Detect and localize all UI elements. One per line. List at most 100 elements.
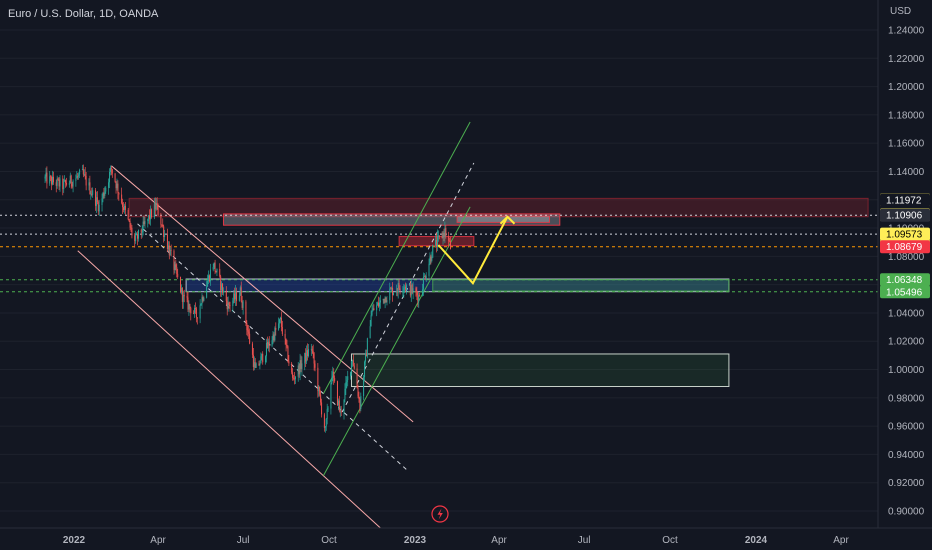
candle	[131, 224, 133, 239]
candle	[372, 302, 374, 312]
y-tick-label: 0.90000	[888, 507, 925, 518]
candle	[352, 354, 354, 367]
candle	[109, 168, 111, 189]
y-tick-label: 1.08000	[888, 252, 925, 263]
candle	[216, 268, 218, 277]
y-tick-label: 1.20000	[888, 82, 925, 93]
candle	[417, 290, 419, 308]
candle	[115, 180, 117, 194]
candle	[397, 280, 399, 299]
candle	[271, 336, 273, 348]
candle	[123, 203, 125, 214]
candle	[360, 392, 362, 412]
candle	[182, 290, 184, 309]
upper-supply-zone[interactable]	[128, 197, 869, 218]
candle	[333, 368, 335, 385]
candle	[449, 237, 451, 243]
candle	[431, 251, 433, 263]
down-channel-lower[interactable]	[77, 250, 381, 529]
candle	[221, 281, 223, 298]
candle	[429, 252, 431, 266]
candle	[423, 273, 425, 278]
candle	[194, 302, 196, 314]
candle	[383, 298, 385, 304]
candle	[70, 174, 72, 189]
candle	[306, 345, 308, 364]
candle	[398, 279, 400, 291]
candle	[279, 318, 281, 329]
candle	[369, 320, 371, 339]
candle	[58, 177, 60, 191]
candle	[155, 197, 157, 211]
candle	[253, 356, 255, 371]
candle	[327, 406, 329, 412]
lightning-icon[interactable]	[431, 505, 449, 523]
candle	[430, 254, 432, 265]
lower-green-zone[interactable]	[350, 353, 730, 388]
candle	[52, 171, 54, 185]
candle	[187, 291, 189, 313]
candle	[78, 172, 80, 180]
candle	[422, 272, 424, 296]
currency-label: USD	[890, 6, 911, 17]
candle	[160, 212, 162, 229]
time-axis[interactable]: 2022 Apr Jul Oct 2023 Apr Jul Oct 2024 Apr	[63, 535, 850, 546]
candle	[286, 339, 288, 349]
candle	[55, 179, 57, 193]
y-tick-label: 1.02000	[888, 337, 925, 348]
candle	[225, 286, 227, 305]
y-tick-label: 1.16000	[888, 139, 925, 150]
candle	[50, 174, 52, 182]
candle	[208, 274, 210, 283]
candle	[378, 296, 380, 308]
supply-box-gray[interactable]	[222, 213, 561, 226]
y-tick-label: 0.96000	[888, 422, 925, 433]
green-demand-zone[interactable]	[432, 279, 730, 292]
candle	[136, 232, 138, 236]
y-tick-label: 1.22000	[888, 54, 925, 65]
candle	[292, 368, 294, 381]
candle	[325, 418, 327, 431]
down-channel-upper[interactable]	[111, 165, 414, 423]
candle	[219, 263, 221, 278]
up-channel-mid[interactable]	[341, 162, 475, 413]
candle	[235, 285, 237, 306]
supply-box-inner[interactable]	[456, 215, 551, 223]
projection-arrow[interactable]	[437, 216, 509, 285]
candle	[258, 360, 260, 366]
candle	[203, 296, 205, 302]
projection	[437, 215, 516, 285]
candle	[364, 360, 366, 382]
candle	[288, 355, 290, 367]
candle	[96, 191, 98, 205]
candle	[71, 181, 73, 189]
candle	[183, 289, 185, 303]
up-channel-upper[interactable]	[323, 121, 471, 394]
candle	[359, 397, 361, 414]
candle	[124, 202, 126, 215]
candle	[76, 171, 78, 179]
candle	[52, 170, 54, 186]
candle	[195, 306, 197, 323]
candle	[109, 165, 111, 176]
candle	[72, 179, 74, 193]
candle	[350, 371, 352, 380]
candle	[260, 352, 262, 364]
candle	[370, 310, 372, 327]
price-badge: 1.06348	[880, 273, 930, 287]
candle	[247, 324, 249, 337]
candle	[437, 230, 439, 242]
down-channel-mid[interactable]	[137, 223, 409, 472]
candle	[443, 228, 445, 242]
candle	[169, 247, 171, 256]
candle	[90, 190, 92, 200]
candle	[358, 391, 360, 403]
candle	[298, 363, 300, 378]
price-series[interactable]	[44, 164, 452, 433]
candle	[445, 224, 447, 239]
candle	[285, 338, 287, 352]
candle	[190, 306, 192, 321]
candle	[310, 343, 312, 356]
candle	[274, 326, 276, 342]
